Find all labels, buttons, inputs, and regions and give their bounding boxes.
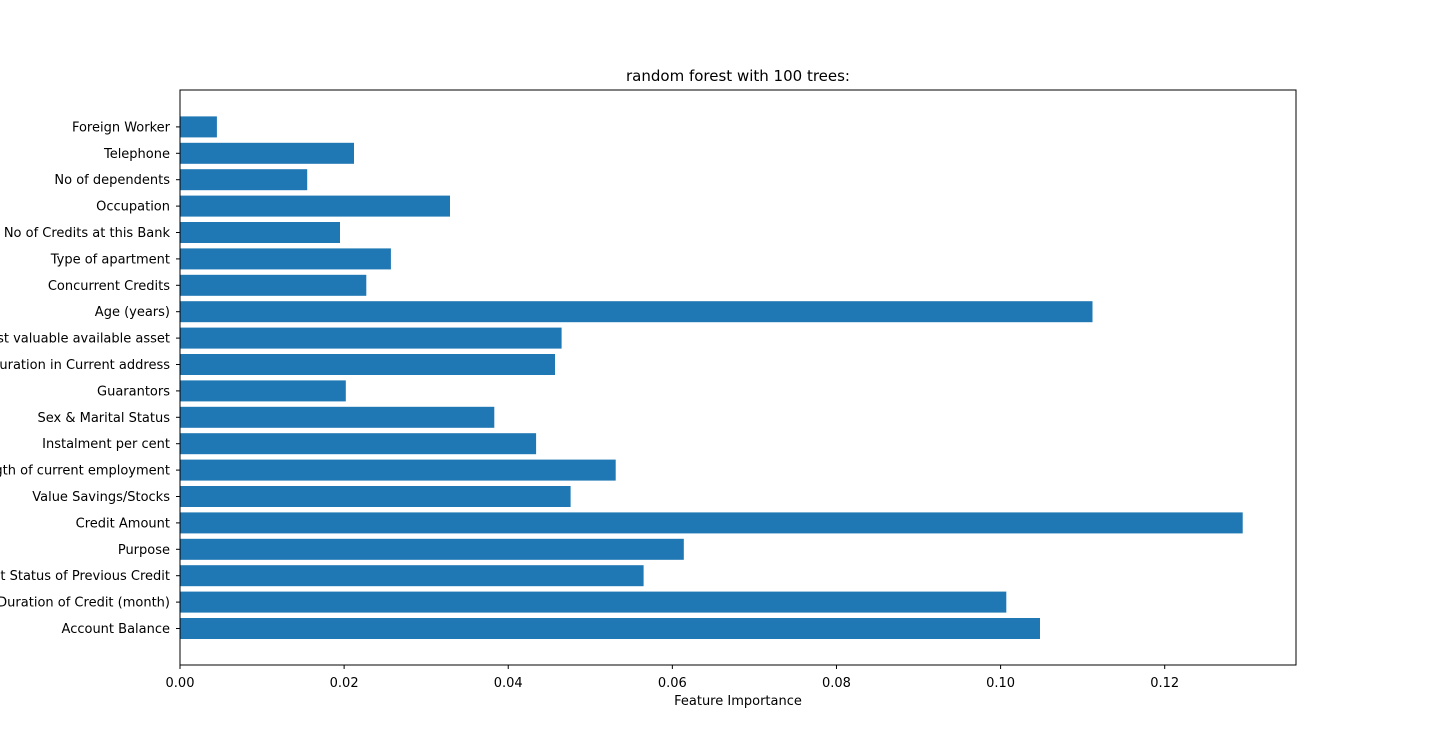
x-tick-label: 0.02	[330, 676, 359, 691]
y-tick-label-duration-in-current-address: Duration in Current address	[0, 358, 170, 373]
bar-account-balance	[180, 618, 1040, 639]
bar-guarantors	[180, 380, 346, 402]
y-tick-label-telephone: Telephone	[103, 147, 170, 162]
y-tick-label-most-valuable-available-asset: Most valuable available asset	[0, 332, 170, 347]
y-tick-label-account-balance: Account Balance	[62, 622, 170, 637]
bar-no-of-credits-at-this-bank	[180, 222, 340, 243]
x-tick-label: 0.12	[1150, 676, 1179, 691]
bar-duration-in-current-address	[180, 354, 555, 375]
bar-age-years	[180, 301, 1093, 323]
bar-purpose	[180, 538, 684, 560]
bar-credit-amount	[180, 512, 1243, 534]
y-tick-label-no-of-dependents: No of dependents	[54, 173, 170, 188]
y-tick-label-length-of-current-employment: Length of current employment	[0, 464, 170, 479]
bar-foreign-worker	[180, 116, 217, 138]
bar-most-valuable-available-asset	[180, 327, 562, 349]
bar-instalment-per-cent	[180, 433, 537, 455]
x-tick-label: 0.08	[822, 676, 851, 691]
bar-concurrent-credits	[180, 274, 367, 296]
chart-title: random forest with 100 trees:	[626, 67, 850, 85]
y-tick-label-payment-status-of-previous-credit: Payment Status of Previous Credit	[0, 569, 170, 584]
y-tick-label-occupation: Occupation	[96, 200, 170, 215]
x-tick-label: 0.04	[494, 676, 523, 691]
y-tick-label-duration-of-credit-month: Duration of Credit (month)	[0, 596, 170, 611]
x-tick-label: 0.10	[986, 676, 1015, 691]
plot-frame	[179, 89, 1297, 666]
bars-group	[180, 116, 1243, 639]
y-tick-label-no-of-credits-at-this-bank: No of Credits at this Bank	[4, 226, 171, 241]
y-tick-label-guarantors: Guarantors	[97, 384, 170, 399]
bar-telephone	[180, 142, 354, 164]
x-tick-label: 0.06	[658, 676, 687, 691]
x-tick-label: 0.00	[166, 676, 195, 691]
y-tick-label-purpose: Purpose	[118, 543, 170, 558]
y-tick-label-type-of-apartment: Type of apartment	[50, 252, 170, 267]
x-axis-ticks: 0.00 0.02 0.04 0.06 0.08 0.10 0.12	[166, 665, 1179, 691]
y-tick-label-foreign-worker: Foreign Worker	[72, 120, 171, 135]
bar-duration-of-credit-month	[180, 591, 1007, 613]
y-tick-label-concurrent-credits: Concurrent Credits	[48, 279, 170, 294]
y-tick-label-value-savings-stocks: Value Savings/Stocks	[32, 490, 170, 505]
y-tick-label-age-years: Age (years)	[95, 305, 170, 320]
y-tick-label-credit-amount: Credit Amount	[76, 516, 170, 531]
bar-sex-marital-status	[180, 406, 495, 428]
bar-value-savings-stocks	[180, 486, 571, 507]
y-tick-label-instalment-per-cent: Instalment per cent	[42, 437, 170, 452]
y-tick-label-sex-marital-status: Sex & Marital Status	[38, 411, 171, 426]
bar-length-of-current-employment	[180, 459, 616, 481]
bar-no-of-dependents	[180, 169, 308, 191]
y-axis-ticks: Account Balance Duration of Credit (month…	[0, 120, 180, 637]
bar-payment-status-of-previous-credit	[180, 565, 644, 587]
bar-type-of-apartment	[180, 248, 391, 270]
x-axis-label: Feature Importance	[674, 694, 802, 709]
bar-occupation	[180, 195, 450, 217]
